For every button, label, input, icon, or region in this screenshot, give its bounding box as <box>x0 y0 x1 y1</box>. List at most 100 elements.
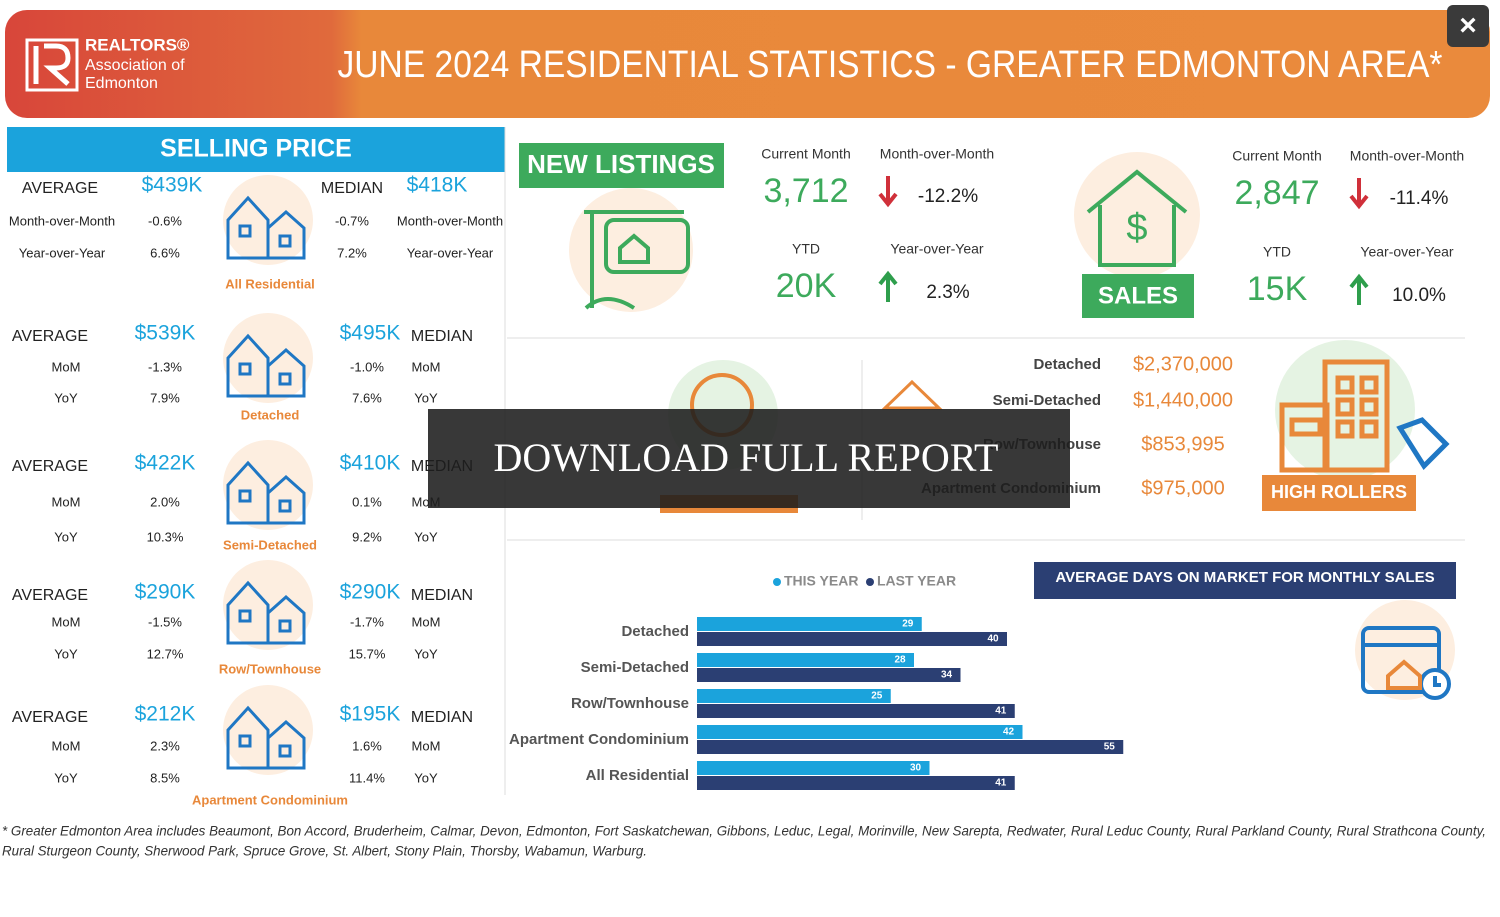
data-label: 41 <box>995 778 1007 789</box>
value: $439K <box>142 174 203 197</box>
y-tick-label: Row/Townhouse <box>571 695 689 712</box>
high-rollers-badge <box>1262 475 1416 511</box>
icon-shape <box>226 580 306 645</box>
bar <box>697 704 1015 718</box>
row-label: YoY <box>414 390 438 405</box>
footnote: * Greater Edmonton Area includes Beaumon… <box>2 823 1486 839</box>
row-value: 7.9% <box>150 390 180 405</box>
stat-value: 2.3% <box>926 282 969 303</box>
download-button[interactable]: DOWNLOAD FULL REPORT <box>494 435 999 480</box>
property-name: All Residential <box>225 276 315 291</box>
icon-shape <box>226 705 306 770</box>
row-label: MoM <box>52 359 81 374</box>
new-listings-badge <box>519 143 724 188</box>
data-label: 40 <box>987 634 999 645</box>
high-roller-label: Detached <box>1033 356 1101 373</box>
y-tick-label: Apartment Condominium <box>509 731 689 748</box>
bar <box>697 653 914 667</box>
arrow-down <box>878 176 898 208</box>
label: MEDIAN <box>411 328 473 345</box>
value: $212K <box>135 703 196 726</box>
listing-icon <box>584 210 690 310</box>
property-icon <box>226 705 306 770</box>
row-label: Month-over-Month <box>9 213 115 228</box>
data-label: 42 <box>1003 727 1015 738</box>
label: MEDIAN <box>411 587 473 604</box>
high-roller-value: $853,995 <box>1141 433 1224 455</box>
data-label: 41 <box>995 706 1007 717</box>
bar <box>697 632 1007 646</box>
label: AVERAGE <box>12 458 88 475</box>
selling-price-header <box>7 127 505 172</box>
value: $418K <box>407 174 468 197</box>
footnote: Rural Sturgeon County, Sherwood Park, Sp… <box>2 843 647 859</box>
close-icon[interactable]: × <box>1459 9 1477 42</box>
bar <box>697 776 1015 790</box>
download-overlay[interactable] <box>428 409 1070 508</box>
stat-label: Year-over-Year <box>1360 244 1453 260</box>
value: $290K <box>135 581 196 604</box>
data-label: 34 <box>941 670 953 681</box>
sales-badge <box>1082 274 1194 318</box>
row-label: YoY <box>414 529 438 544</box>
row-label: YoY <box>54 770 78 785</box>
stat-value: 10.0% <box>1392 285 1446 306</box>
bar <box>697 668 961 682</box>
row-value: -1.7% <box>350 614 384 629</box>
legend-marker <box>773 578 781 586</box>
row-label: Month-over-Month <box>397 213 503 228</box>
stat-label: YTD <box>792 241 820 257</box>
high-roller-value: $2,370,000 <box>1133 353 1233 375</box>
bar <box>697 617 922 631</box>
label: AVERAGE <box>12 709 88 726</box>
row-value: 9.2% <box>352 529 382 544</box>
close-button[interactable] <box>1447 5 1489 47</box>
bar <box>697 725 1023 739</box>
bar <box>697 740 1124 754</box>
logo-text: REALTORS® <box>85 35 190 54</box>
row-label: YoY <box>414 770 438 785</box>
row-label: YoY <box>414 646 438 661</box>
y-tick-label: Semi-Detached <box>581 659 689 676</box>
icon-bg <box>1275 340 1415 480</box>
high-rollers-icon <box>1279 359 1450 473</box>
chart-title: AVERAGE DAYS ON MARKET FOR MONTHLY SALES <box>1055 569 1434 586</box>
row-value: 8.5% <box>150 770 180 785</box>
row-value: 7.6% <box>352 390 382 405</box>
label: AVERAGE <box>22 180 98 197</box>
row-value: 11.4% <box>349 770 385 785</box>
row-value: 0.1% <box>352 494 382 509</box>
high-roller-label: Semi-Detached <box>993 392 1101 409</box>
row-label: MoM <box>52 738 81 753</box>
row-label: MoM <box>412 614 441 629</box>
stat-value: -11.4% <box>1390 188 1449 209</box>
row-value: -1.5% <box>148 614 182 629</box>
data-label: 55 <box>1104 742 1116 753</box>
label: AVERAGE <box>12 587 88 604</box>
label: MEDIAN <box>321 180 383 197</box>
row-value: 6.6% <box>150 245 180 260</box>
row-value: 2.0% <box>150 494 180 509</box>
inventory-icon <box>881 379 943 410</box>
icon-shape <box>226 333 306 398</box>
section-title: HIGH ROLLERS <box>1271 482 1407 502</box>
icon-bg <box>569 188 693 312</box>
stat-label: Month-over-Month <box>880 146 994 162</box>
stat-label: Current Month <box>1232 148 1321 164</box>
label: AVERAGE <box>12 328 88 345</box>
stat-label: YTD <box>1263 244 1291 260</box>
row-value: 1.6% <box>352 738 382 753</box>
stat-label: Month-over-Month <box>1350 148 1464 164</box>
header-title: JUNE 2024 RESIDENTIAL STATISTICS - GREAT… <box>338 44 1443 86</box>
property-icon <box>226 333 306 398</box>
arrow-up <box>1349 273 1369 305</box>
logo-text: Association of <box>85 57 185 74</box>
logo-mark <box>33 43 71 86</box>
row-label: YoY <box>54 390 78 405</box>
y-tick-label: Detached <box>621 623 689 640</box>
dom-title-box <box>1034 562 1456 599</box>
section-title: NEW LISTINGS <box>527 149 715 179</box>
property-name: Row/Townhouse <box>219 661 321 676</box>
row-label: Year-over-Year <box>19 245 106 260</box>
